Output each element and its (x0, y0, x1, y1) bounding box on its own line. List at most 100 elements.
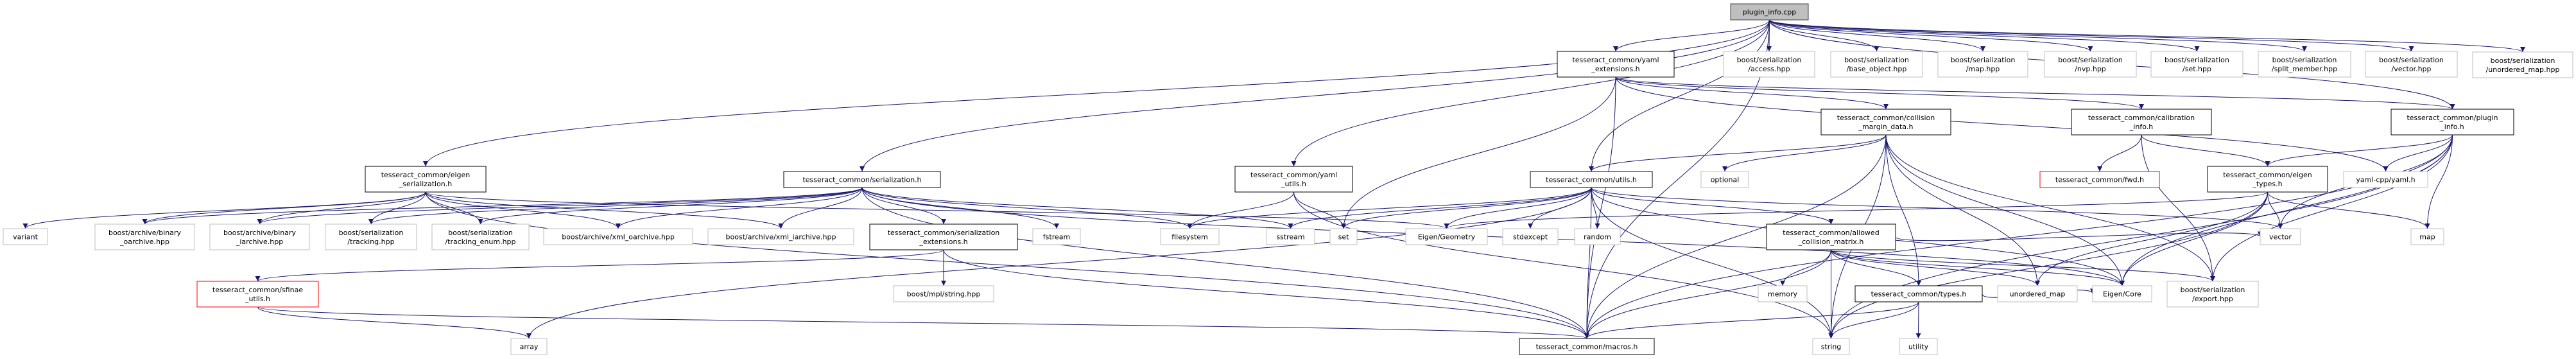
node-label: tesseract_common/plugin (2407, 114, 2498, 122)
edge-utils_h-to-acm (1591, 187, 1834, 225)
node-label: boost/serialization (2491, 57, 2555, 65)
node-vector: vector (2260, 228, 2301, 245)
edge-plugin_info_h-to-export_hpp (2210, 134, 2453, 282)
node-yaml-utils[interactable]: tesseract_common/yaml_utils.h (1234, 166, 1353, 193)
node-label: boost/serialization (2272, 56, 2337, 64)
edge-yaml_ext-to-calibration_info (1615, 76, 2144, 110)
edge-plugin_info_h-to-eigen_core (2120, 134, 2453, 286)
node-set: set (1329, 228, 1358, 245)
node-array: array (510, 338, 548, 355)
node-box (2472, 51, 2573, 78)
edge-eigen_serialization-to-xml_oarchive (425, 191, 621, 229)
node-map-hpp: boost/serialization/map.hpp (1937, 51, 2028, 78)
node-label: _utils.h (1281, 180, 1306, 188)
node-label: boost/archive/binary (223, 229, 297, 237)
edge-root-to-nvp (1769, 19, 2093, 52)
node-fwd-h[interactable]: tesseract_common/fwd.h (2039, 171, 2160, 188)
node-label: set (1338, 233, 1349, 241)
node-label: /unordered_map.hpp (2486, 66, 2560, 74)
edge-utils_h-to-array (526, 187, 1592, 339)
edge-utils_h-to-macros_h (1584, 187, 1592, 339)
edge-utils_h-to-eigen_geometry (1444, 187, 1592, 229)
edge-plugin_info_h-to-map (2425, 134, 2453, 229)
edge-collision_margin-to-unordered_map (1885, 134, 2040, 286)
node-label: _oarchive.hpp (119, 238, 169, 246)
edge-collision_margin-to-optional (1722, 134, 1887, 172)
node-split-member: boost/serialization/split_member.hpp (2258, 51, 2351, 78)
node-types-h[interactable]: tesseract_common/types.h (1854, 285, 1983, 302)
edge-acm-to-vector (1895, 231, 2263, 241)
edge-acm-to-eigen_core (1831, 249, 2125, 286)
node-label: /export.hpp (2192, 295, 2233, 303)
edge-serialization_h-to-xml_oarchive (616, 187, 863, 229)
edge-eigen_serialization-to-binary_oarchive (142, 191, 426, 225)
node-root[interactable]: plugin_info.cpp (1730, 3, 1809, 21)
edge-serialization_h-to-binary_oarchive (142, 187, 863, 225)
node-tracking-enum: boost/serialization/tracking_enum.hpp (431, 223, 530, 250)
edge-eigen_serialization-to-macros_h (425, 191, 1589, 339)
edge-yaml_ext-to-yaml_cpp (1615, 76, 2389, 172)
node-box (365, 166, 487, 193)
node-label: map (2419, 233, 2435, 241)
edge-serialization_h-to-serialization_ext (861, 187, 946, 225)
edge-collision_margin-to-export_hpp (1885, 134, 2215, 282)
edge-serialization_h-to-xml_iarchive (778, 187, 863, 229)
node-label: boost/archive/xml_oarchive.hpp (562, 233, 675, 241)
edge-root-to-serialization_h (860, 19, 1770, 172)
node-acm[interactable]: tesseract_common/allowed_collision_matri… (1766, 223, 1896, 250)
node-box (2260, 228, 2301, 245)
node-serialization-ext[interactable]: tesseract_common/serialization_extension… (869, 223, 1018, 250)
node-box (1557, 51, 1675, 78)
node-eigen-serialization[interactable]: tesseract_common/eigen_serialization.h (365, 166, 487, 193)
edge-calibration_info-to-eigen_types (2141, 134, 2270, 167)
edge-utils_h-to-string (1591, 187, 1834, 339)
node-label: boost/mpl/string.hpp (907, 290, 981, 299)
node-label: boost/archive/xml_iarchive.hpp (726, 233, 836, 241)
edge-utils_h-to-filesystem (1187, 187, 1592, 229)
node-plugin-info-h[interactable]: tesseract_common/plugin_info.h (2390, 109, 2514, 136)
node-collision-margin[interactable]: tesseract_common/collision_margin_data.h (1820, 109, 1951, 136)
node-box (1519, 338, 1655, 355)
node-label: /base_object.hpp (1847, 65, 1907, 73)
nodes-layer: plugin_info.cpp tesseract_common/yaml_ext… (3, 3, 2573, 355)
edge-root-to-map_hpp (1769, 19, 1985, 52)
node-label: tesseract_common/allowed (1783, 229, 1879, 237)
node-box (893, 285, 994, 302)
node-label: tesseract_common/yaml (1250, 171, 1337, 179)
node-yaml-ext[interactable]: tesseract_common/yaml_extensions.h (1557, 51, 1675, 78)
node-label: /map.hpp (1966, 65, 2000, 73)
node-label: boost/archive/binary (108, 229, 182, 237)
node-box (1530, 171, 1653, 188)
node-fstream: fstream (1032, 228, 1081, 245)
node-box (2150, 51, 2243, 78)
node-box (2071, 109, 2212, 136)
node-calibration-info[interactable]: tesseract_common/calibration_info.h (2071, 109, 2212, 136)
node-sfinae[interactable]: tesseract_common/sfinae_utils.h (196, 281, 319, 308)
node-box (2365, 51, 2458, 78)
node-label: tesseract_common/eigen (381, 171, 471, 179)
node-label: _margin_data.h (1858, 123, 1913, 131)
edge-utils_h-to-vector (1591, 187, 2283, 229)
node-memory: memory (1758, 285, 1808, 302)
node-label: _iarchive.hpp (236, 238, 283, 246)
edge-types_h-to-macros_h (1584, 301, 1919, 339)
node-label: Eigen/Geometry (1418, 233, 1476, 241)
node-label: stdexcept (1513, 233, 1548, 241)
node-utils-h[interactable]: tesseract_common/utils.h (1530, 171, 1653, 188)
node-eigen-types[interactable]: tesseract_common/eigen_types.h (2207, 166, 2328, 193)
node-label: /set.hpp (2183, 65, 2211, 73)
edge-eigen_serialization-to-variant (22, 191, 426, 229)
edge-yaml_utils-to-string (1293, 191, 1834, 339)
node-label: tesseract_common/serialization (888, 229, 1000, 237)
node-box (1032, 228, 1081, 245)
node-label: tesseract_common/fwd.h (2055, 176, 2144, 184)
node-macros-h[interactable]: tesseract_common/macros.h (1519, 338, 1655, 355)
edge-calibration_info-to-fwd_h (2097, 134, 2142, 172)
node-label: _info.h (2440, 123, 2464, 131)
node-box (1830, 51, 1923, 78)
edge-yaml_ext-to-set (1341, 76, 1616, 229)
node-label: boost/serialization (2058, 56, 2123, 64)
node-serialization-h[interactable]: tesseract_common/serialization.h (783, 171, 941, 188)
node-box (1405, 228, 1488, 245)
